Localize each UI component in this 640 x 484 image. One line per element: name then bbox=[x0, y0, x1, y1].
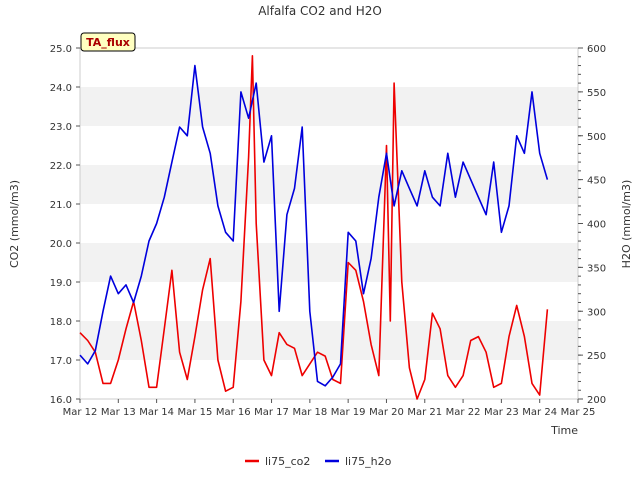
ta-flux-annotation: TA_flux bbox=[80, 32, 136, 52]
y-tick-label-right: 550 bbox=[587, 88, 606, 99]
grid-band bbox=[80, 48, 578, 87]
x-tick-label: Mar 18 bbox=[292, 407, 327, 418]
y-tick-label-left: 22.0 bbox=[50, 161, 72, 172]
y-tick-label-right: 350 bbox=[587, 263, 606, 274]
x-axis-label: Time bbox=[550, 424, 578, 437]
x-tick-label: Mar 16 bbox=[216, 407, 251, 418]
y-axis-label-right: H2O (mmol/m3) bbox=[620, 180, 633, 269]
series-line-li75_co2 bbox=[79, 54, 549, 400]
x-tick-label: Mar 13 bbox=[101, 407, 136, 418]
grid-band bbox=[80, 126, 578, 165]
y-tick-label-left: 16.0 bbox=[50, 395, 72, 406]
y-tick-label-right: 300 bbox=[587, 307, 606, 318]
grid-band bbox=[80, 321, 578, 360]
grid-band bbox=[80, 165, 578, 204]
y-tick-label-right: 500 bbox=[587, 132, 606, 143]
y-tick-label-right: 200 bbox=[587, 395, 606, 406]
y-tick-label-left: 19.0 bbox=[50, 278, 72, 289]
y-tick-label-right: 250 bbox=[587, 351, 606, 362]
y-tick-label-right: 600 bbox=[587, 44, 606, 55]
x-tick-label: Mar 14 bbox=[139, 407, 174, 418]
y-tick-label-left: 25.0 bbox=[50, 44, 72, 55]
y-tick-label-left: 17.0 bbox=[50, 356, 72, 367]
grid-band bbox=[80, 87, 578, 126]
x-tick-label: Mar 23 bbox=[484, 407, 519, 418]
series-line-li75_h2o bbox=[79, 64, 549, 387]
x-tick-label: Mar 24 bbox=[522, 407, 557, 418]
legend-label-li75_co2: li75_co2 bbox=[265, 455, 310, 468]
x-tick-label: Mar 22 bbox=[446, 407, 481, 418]
grid-band bbox=[80, 282, 578, 321]
y-tick-label-left: 21.0 bbox=[50, 200, 72, 211]
x-tick-label: Mar 21 bbox=[407, 407, 442, 418]
x-tick-label: Mar 25 bbox=[561, 407, 596, 418]
ta-flux-label: TA_flux bbox=[86, 36, 130, 49]
axis-left: 16.0 17.0 18.0 19.0 20.0 21.0 22.0 23.0 24.0 25.0 bbox=[50, 44, 80, 406]
legend: li75_co2 li75_h2o bbox=[245, 455, 392, 468]
axis-bottom: Mar 12 Mar 13 Mar 14 Mar 15 Mar 16 Mar 17 Mar … bbox=[63, 399, 596, 418]
y-tick-label-left: 18.0 bbox=[50, 317, 72, 328]
y-axis-label-left: CO2 (mmol/m3) bbox=[8, 180, 21, 268]
x-tick-label: Mar 17 bbox=[254, 407, 289, 418]
series-layer bbox=[79, 54, 549, 400]
x-tick-label: Mar 19 bbox=[331, 407, 366, 418]
y-tick-label-left: 24.0 bbox=[50, 83, 72, 94]
legend-label-li75_h2o: li75_h2o bbox=[345, 455, 392, 468]
x-tick-label: Mar 20 bbox=[369, 407, 404, 418]
grid-band bbox=[80, 243, 578, 282]
x-tick-label: Mar 15 bbox=[178, 407, 213, 418]
grid-bands bbox=[80, 48, 578, 399]
grid-band bbox=[80, 204, 578, 243]
y-tick-label-left: 23.0 bbox=[50, 122, 72, 133]
y-tick-label-right: 400 bbox=[587, 220, 606, 231]
x-tick-label: Mar 12 bbox=[63, 407, 98, 418]
y-tick-label-right: 450 bbox=[587, 176, 606, 187]
chart-title: Alfalfa CO2 and H2O bbox=[258, 4, 382, 18]
axis-right: 200 250 300 350 400 450 500 550 600 bbox=[578, 44, 606, 406]
y-tick-label-left: 20.0 bbox=[50, 239, 72, 250]
